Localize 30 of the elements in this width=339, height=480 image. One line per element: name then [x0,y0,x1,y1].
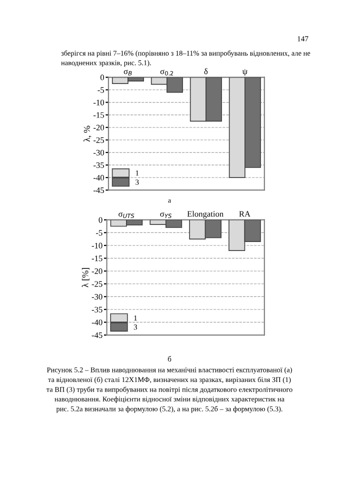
y-tick-label: -30 [94,150,104,156]
y-axis-title: λ, % [84,126,92,142]
x-tick-label: ψ [242,69,248,76]
y-tick-label: 0 [98,217,102,223]
y-tick-label: 0 [100,74,104,80]
y-tick-label: -15 [92,256,102,262]
y-tick-label: -35 [92,306,102,312]
y-axis-title: λ [%] [82,268,90,288]
x-tick-label: δ [204,68,208,74]
y-tick-label: -20 [94,124,104,130]
x-tick-label: σ$_{UTS}$ [118,212,134,218]
y-tick-label: -5 [96,230,102,236]
y-tick-label: -25 [94,137,104,143]
y-tick-label: -5 [98,87,104,93]
x-tick-label: Elongation [187,210,224,218]
y-tick-label: -40 [94,174,104,181]
y-tick-label: -10 [92,242,102,248]
y-tick-label: -35 [94,162,104,168]
y-tick-label: -10 [94,100,104,106]
y-tick-label: -25 [92,281,102,287]
x-tick-label: RA [239,211,250,217]
y-tick-label: -45 [94,187,104,194]
x-tick-label: σ$_{В}$ [124,70,132,76]
x-tick-label: σ$_{0.2}$ [160,70,173,76]
y-tick-label: -30 [92,294,102,300]
y-tick-label: -20 [92,268,102,274]
y-tick-label: -40 [92,320,102,326]
y-tick-label: -45 [92,332,102,338]
x-tick-label: σ$_{YS}$ [160,212,172,218]
y-tick-label: -15 [94,112,104,118]
